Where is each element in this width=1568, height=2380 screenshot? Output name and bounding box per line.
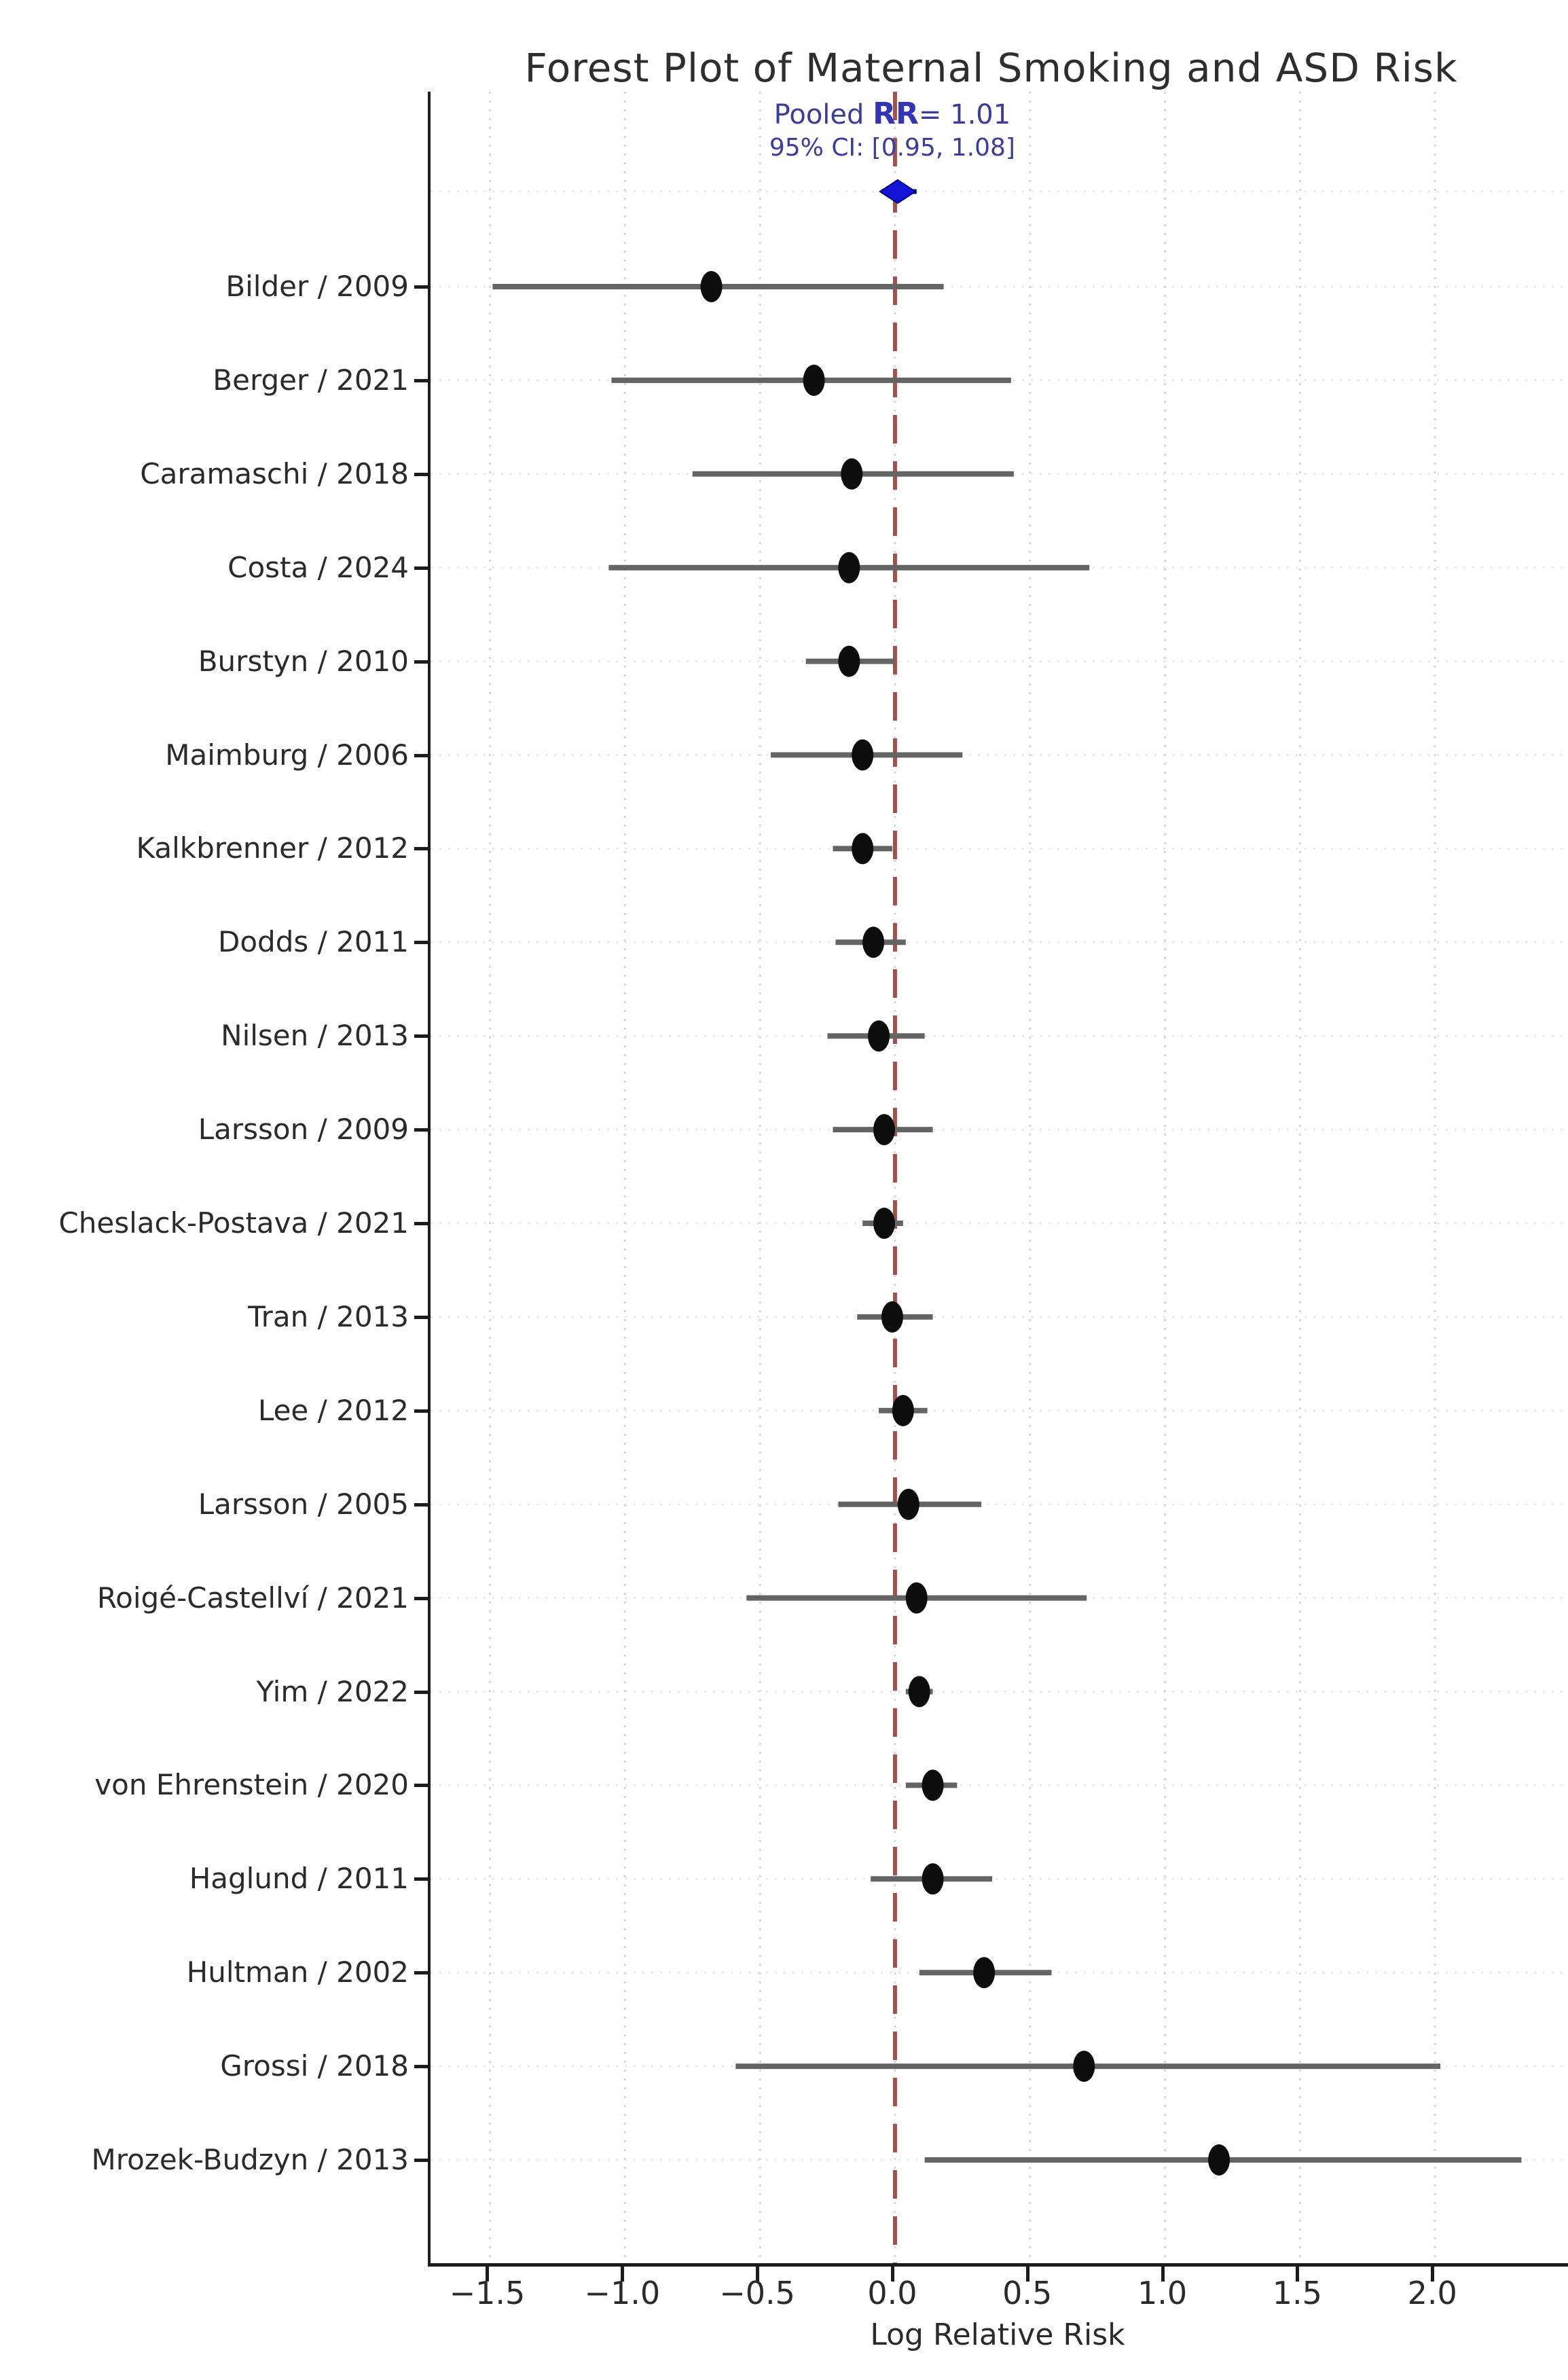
study-label: Maimburg / 2006 <box>165 738 409 772</box>
y-tick-mark <box>414 1502 428 1507</box>
chart-canvas <box>431 92 1568 2263</box>
x-tick-mark <box>756 2267 760 2282</box>
y-tick-mark <box>414 1877 428 1881</box>
y-tick-mark <box>414 2065 428 2069</box>
y-tick-mark <box>414 1409 428 1413</box>
study-label: Burstyn / 2010 <box>198 644 409 678</box>
y-tick-mark <box>414 1222 428 1225</box>
study-point <box>922 1863 944 1895</box>
study-label: Costa / 2024 <box>227 550 409 584</box>
study-point <box>852 833 874 865</box>
x-tick-mark <box>486 2267 490 2282</box>
x-tick-label: −1.0 <box>584 2275 661 2311</box>
study-label: Larsson / 2005 <box>198 1487 409 1521</box>
study-label: Roigé-Castellví / 2021 <box>96 1581 409 1615</box>
y-tick-mark <box>414 1690 428 1694</box>
x-tick-mark <box>890 2267 894 2282</box>
study-point <box>897 1488 919 1520</box>
study-label: Grossi / 2018 <box>220 2049 409 2083</box>
study-point <box>892 1394 914 1426</box>
study-label: Haglund / 2011 <box>189 1862 409 1896</box>
y-tick-mark <box>414 378 428 382</box>
x-axis-label: Log Relative Risk <box>870 2318 1125 2352</box>
x-tick-label: −0.5 <box>719 2275 795 2311</box>
study-point <box>838 645 860 677</box>
x-tick-label: 2.0 <box>1407 2275 1457 2311</box>
plot-area <box>428 92 1568 2267</box>
study-label: Yim / 2022 <box>256 1674 409 1708</box>
x-tick-mark <box>1431 2267 1435 2282</box>
study-label: Mrozek-Budzyn / 2013 <box>91 2143 409 2176</box>
study-label: Lee / 2012 <box>257 1393 409 1427</box>
y-tick-mark <box>414 847 428 851</box>
pooled-diamond <box>879 179 917 204</box>
study-point <box>922 1769 944 1801</box>
x-tick-label: 1.5 <box>1272 2275 1322 2311</box>
study-label: Tran / 2013 <box>248 1299 409 1333</box>
y-tick-mark <box>414 1034 428 1039</box>
study-label: Nilsen / 2013 <box>221 1019 409 1053</box>
study-point <box>881 1301 903 1333</box>
x-tick-mark <box>1025 2267 1029 2282</box>
study-point <box>873 1208 896 1239</box>
study-label: Caramaschi / 2018 <box>140 456 409 490</box>
y-tick-mark <box>414 660 428 664</box>
x-tick-label: 1.0 <box>1137 2275 1188 2311</box>
x-tick-label: 0.5 <box>1002 2275 1053 2311</box>
study-label: Berger / 2021 <box>213 363 409 397</box>
study-label: Kalkbrenner / 2012 <box>136 831 409 865</box>
study-point <box>905 1582 928 1614</box>
y-tick-mark <box>414 566 428 570</box>
y-tick-mark <box>414 1315 428 1319</box>
study-label: Bilder / 2009 <box>225 270 409 303</box>
y-tick-mark <box>414 1971 428 1975</box>
pooled-annotation-line2: 95% CI: [0.95, 1.08] <box>769 134 1015 162</box>
study-point <box>868 1020 890 1052</box>
study-label: von Ehrenstein / 2020 <box>94 1768 409 1802</box>
x-tick-label: 0.0 <box>867 2275 917 2311</box>
study-label: Dodds / 2011 <box>218 925 409 959</box>
y-tick-mark <box>414 2159 428 2162</box>
y-tick-mark <box>414 1128 428 1132</box>
chart-title: Forest Plot of Maternal Smoking and ASD … <box>524 45 1458 91</box>
y-tick-mark <box>414 1596 428 1600</box>
study-point <box>852 739 874 771</box>
y-tick-mark <box>414 753 428 757</box>
study-point <box>1073 2051 1095 2082</box>
y-tick-mark <box>414 941 428 945</box>
y-tick-mark <box>414 472 428 476</box>
study-label: Hultman / 2002 <box>186 1955 409 1989</box>
study-point <box>1208 2144 1230 2176</box>
y-tick-mark <box>414 285 428 289</box>
pooled-annotation: Pooled RR= 1.01 95% CI: [0.95, 1.08] <box>655 96 1130 164</box>
y-tick-mark <box>414 1784 428 1788</box>
study-point <box>862 926 885 958</box>
study-label: Larsson / 2009 <box>198 1113 409 1147</box>
study-point <box>908 1676 930 1708</box>
study-point <box>803 364 825 396</box>
study-point <box>838 552 860 583</box>
x-tick-mark <box>1161 2267 1165 2282</box>
study-point <box>873 1114 896 1146</box>
x-tick-mark <box>1296 2267 1300 2282</box>
pooled-annotation-line1: Pooled RR= 1.01 <box>773 96 1011 131</box>
study-point <box>841 458 863 490</box>
x-tick-mark <box>621 2267 625 2282</box>
study-point <box>700 271 723 302</box>
x-tick-label: −1.5 <box>449 2275 526 2311</box>
study-point <box>973 1957 996 1989</box>
study-label: Cheslack-Postava / 2021 <box>58 1206 409 1240</box>
